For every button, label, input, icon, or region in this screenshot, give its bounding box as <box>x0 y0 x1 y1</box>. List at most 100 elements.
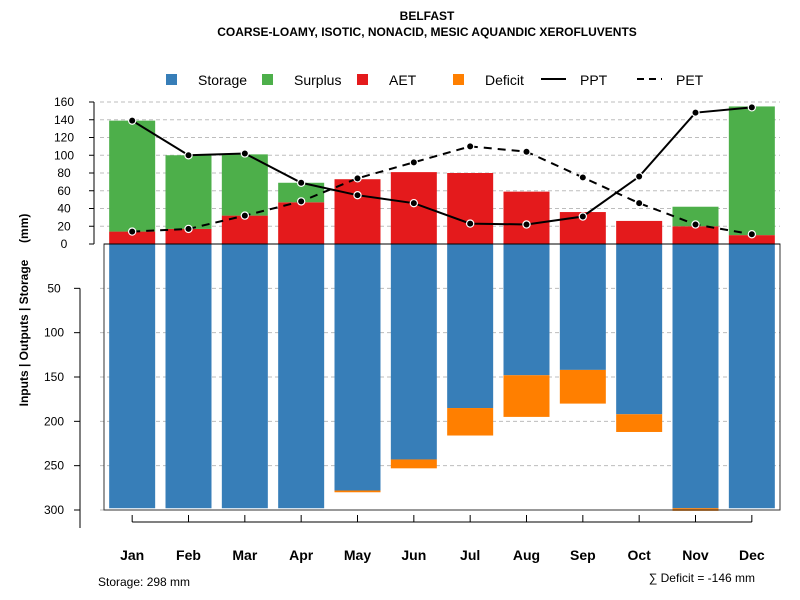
lines <box>127 103 757 239</box>
point-ppt <box>409 198 419 208</box>
bar-surplus <box>672 206 719 227</box>
point-ppt <box>127 116 137 125</box>
point-ppt <box>634 172 644 181</box>
y-axis-label: Inputs | Outputs | Storage (mm) <box>17 214 31 407</box>
y-tick-label-lower: 100 <box>44 326 64 340</box>
point-pet <box>184 224 193 234</box>
point-pet <box>747 230 757 239</box>
bar-storage <box>503 244 550 376</box>
bar-deficit <box>447 408 494 436</box>
axes: 16014012010080604020050100150200250300Ja… <box>44 95 781 563</box>
point-ppt <box>184 151 193 160</box>
bar-storage <box>109 244 156 509</box>
bar-aet <box>728 235 775 244</box>
y-tick-label-upper: 160 <box>54 95 74 109</box>
y-tick-label-lower: 300 <box>44 503 64 517</box>
y-tick-label-lower: 250 <box>44 459 64 473</box>
bar-storage <box>672 244 719 509</box>
bar-deficit <box>390 459 437 469</box>
y-tick-label-upper: 100 <box>54 148 74 162</box>
y-tick-label-upper: 0 <box>61 237 68 251</box>
x-tick-label: Feb <box>176 547 201 563</box>
bar-surplus <box>165 155 212 229</box>
point-ppt <box>240 149 250 158</box>
point-pet <box>578 173 588 182</box>
bar-storage <box>165 244 212 509</box>
bar-deficit <box>503 375 550 417</box>
series-line-pet <box>132 145 753 236</box>
y-tick-label-upper: 60 <box>57 184 71 198</box>
point-pet <box>240 211 250 220</box>
point-pet <box>691 220 700 229</box>
legend-label-pet: PET <box>676 72 704 88</box>
bars <box>109 106 775 511</box>
bar-surplus <box>221 154 268 216</box>
x-tick-label: May <box>344 547 371 563</box>
bar-storage <box>728 244 775 509</box>
legend: Storage Surplus AET Deficit PPT PET <box>166 72 704 88</box>
point-ppt <box>747 103 757 112</box>
bar-storage <box>447 244 494 409</box>
bar-aet <box>221 215 268 244</box>
legend-label-storage: Storage <box>198 72 247 88</box>
bar-deficit <box>334 490 381 493</box>
y-tick-label-lower: 150 <box>44 370 64 384</box>
bar-surplus <box>109 120 156 232</box>
point-pet <box>634 198 644 208</box>
bar-deficit <box>559 369 606 404</box>
x-tick-label: Apr <box>289 547 314 563</box>
bar-storage <box>616 244 663 415</box>
point-pet <box>296 197 306 206</box>
x-tick-label: Mar <box>232 547 257 563</box>
bar-deficit <box>616 414 663 432</box>
series-line-ppt <box>131 106 752 226</box>
point-pet <box>127 227 137 236</box>
x-tick-label: Nov <box>682 547 709 563</box>
y-tick-label-upper: 120 <box>54 131 74 145</box>
x-tick-label: Sep <box>570 547 596 563</box>
chart-subtitle: COARSE-LOAMY, ISOTIC, NONACID, MESIC AQU… <box>217 25 637 39</box>
bar-aet <box>672 226 719 244</box>
bar-aet <box>109 231 156 244</box>
legend-label-surplus: Surplus <box>294 72 341 88</box>
point-ppt <box>578 212 588 221</box>
bar-aet <box>616 220 663 244</box>
point-ppt <box>465 219 475 228</box>
x-tick-label: Aug <box>513 547 540 563</box>
x-tick-label: Jan <box>120 547 144 563</box>
legend-swatch-surplus <box>262 74 273 85</box>
x-tick-label: Jul <box>460 547 480 563</box>
bar-storage <box>278 244 325 509</box>
legend-label-ppt: PPT <box>580 72 608 88</box>
y-tick-label-upper: 140 <box>54 113 74 127</box>
y-tick-label-upper: 80 <box>57 166 71 180</box>
bar-aet <box>165 228 212 244</box>
storage-note: Storage: 298 mm <box>98 575 190 589</box>
bar-storage <box>334 244 381 491</box>
x-tick-label: Oct <box>627 547 651 563</box>
point-ppt <box>353 190 362 200</box>
chart-title: BELFAST <box>400 9 455 23</box>
deficit-note: ∑ Deficit = -146 mm <box>649 571 755 585</box>
bar-aet <box>278 202 325 244</box>
x-tick-label: Jun <box>401 547 426 563</box>
y-tick-label-lower: 50 <box>47 281 61 295</box>
legend-swatch-aet <box>357 74 368 85</box>
bar-storage <box>221 244 268 509</box>
point-ppt <box>691 108 700 117</box>
y-tick-label-lower: 200 <box>44 414 64 428</box>
point-pet <box>522 147 531 156</box>
bar-aet <box>447 173 494 244</box>
bar-storage <box>390 244 437 460</box>
legend-swatch-deficit <box>453 74 464 85</box>
bar-surplus <box>728 106 775 236</box>
legend-swatch-storage <box>166 74 177 85</box>
legend-label-aet: AET <box>389 72 417 88</box>
point-pet <box>465 142 475 151</box>
y-tick-label-upper: 20 <box>57 219 71 233</box>
grid <box>100 101 780 511</box>
legend-label-deficit: Deficit <box>485 72 524 88</box>
bar-aet <box>334 179 381 244</box>
point-pet <box>353 174 362 183</box>
